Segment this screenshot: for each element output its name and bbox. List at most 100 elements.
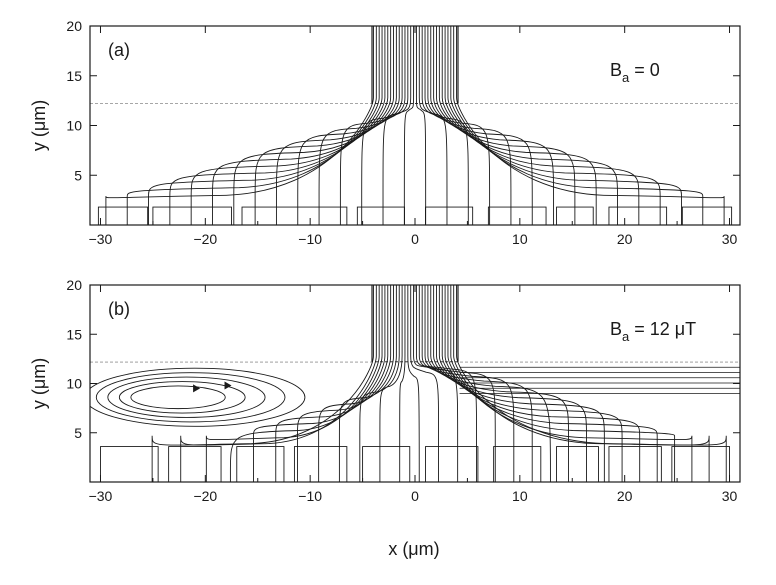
field-line [424, 26, 491, 225]
electrode-pad-8 [608, 206, 668, 225]
vortex-contour [130, 385, 226, 410]
x-tick-label: 30 [722, 231, 738, 247]
field-line [205, 285, 380, 482]
field-line [447, 26, 661, 225]
field-line [105, 26, 374, 225]
field-line [438, 285, 623, 482]
electrode-pad-9 [681, 206, 733, 225]
field-line [379, 285, 403, 482]
electrode-pad-8 [556, 446, 599, 482]
vortex-contour [107, 376, 266, 418]
x-tick-label: 0 [411, 231, 419, 247]
panel-label: (b) [108, 299, 130, 319]
y-tick-label: 5 [74, 167, 82, 183]
electrode-pad-5 [425, 206, 474, 225]
x-tick-label: −10 [298, 231, 322, 247]
vortex-arrow [224, 381, 232, 390]
electrode-pad-7 [493, 446, 542, 482]
field-line [453, 285, 710, 482]
field-line [275, 285, 389, 482]
x-axis-label: x (μm) [388, 539, 439, 559]
electrode-pad-10 [671, 446, 730, 482]
electrode-pad-5 [362, 446, 411, 482]
field-line [450, 285, 693, 482]
right-void [457, 26, 740, 104]
field-line [433, 26, 555, 225]
field-line [456, 26, 725, 225]
field-line [254, 26, 394, 225]
panel-a: −30 −20 −10 0 10 20 30 5 10 15 20 y (μm) (a) Ba = 0 [29, 18, 741, 247]
field-line [190, 26, 386, 225]
y-tick-label: 20 [66, 18, 82, 34]
left-void [90, 285, 373, 362]
field-line [212, 26, 389, 225]
field-line [407, 285, 420, 482]
electrode-pad-2 [152, 206, 232, 225]
x-tick-label: 10 [512, 231, 528, 247]
field-line [456, 285, 727, 482]
vortex-contour [90, 367, 306, 427]
field-line [450, 26, 682, 225]
electrode-pad-6 [487, 206, 547, 225]
field-line [275, 26, 397, 225]
field-line [296, 285, 392, 482]
electrode-pad-1 [100, 446, 159, 482]
field-line [430, 285, 569, 482]
field-line [180, 285, 377, 482]
field-line [436, 285, 605, 482]
field-annotation: Ba = 12 μT [610, 319, 696, 344]
field-line [433, 285, 587, 482]
vortex-contour [118, 381, 246, 414]
vortex-contour [95, 372, 286, 423]
electrode-pad-6 [425, 446, 479, 482]
vortex-arrow [193, 384, 201, 393]
right-void [457, 285, 740, 362]
electrode-pad-2 [168, 446, 222, 482]
y-tick-label: 15 [66, 68, 82, 84]
x-tick-label: −30 [89, 488, 113, 504]
field-line [430, 26, 533, 225]
y-tick-label: 5 [74, 425, 82, 441]
x-tick-label: 20 [617, 231, 633, 247]
x-tick-label: 0 [411, 488, 419, 504]
x-tick-label: 30 [722, 488, 738, 504]
field-line [403, 26, 415, 225]
field-line [421, 26, 469, 225]
field-line [318, 285, 394, 482]
y-tick-label: 20 [66, 277, 82, 293]
field-line [441, 26, 618, 225]
electrode-pad-1 [97, 206, 149, 225]
x-tick-label: −10 [298, 488, 322, 504]
field-line [447, 285, 676, 482]
field-line [148, 26, 380, 225]
field-line [338, 285, 397, 482]
field-line [359, 285, 400, 482]
electrode-pad-7 [556, 206, 594, 225]
field-annotation: Ba = 0 [610, 60, 660, 85]
field-line [297, 26, 400, 225]
field-line [169, 26, 383, 225]
left-void [90, 26, 373, 104]
field-line [410, 285, 439, 482]
field-line [233, 26, 392, 225]
contour-field [90, 285, 740, 482]
field-line [253, 285, 386, 482]
field-line [382, 26, 412, 225]
panel-label: (a) [108, 40, 130, 60]
contour-field [90, 26, 740, 225]
y-tick-label: 10 [66, 118, 82, 134]
field-line [126, 26, 377, 225]
field-line [339, 26, 406, 225]
y-axis-label: y (μm) [29, 100, 49, 151]
x-tick-label: 20 [617, 488, 633, 504]
field-line [453, 26, 704, 225]
x-tick-label: −20 [193, 231, 217, 247]
field-line [361, 26, 409, 225]
electrode-pad-4 [356, 206, 405, 225]
field-line [444, 26, 640, 225]
x-tick-label: −20 [193, 488, 217, 504]
field-line [318, 26, 403, 225]
y-tick-label: 10 [66, 376, 82, 392]
electrode-pad-9 [608, 446, 662, 482]
